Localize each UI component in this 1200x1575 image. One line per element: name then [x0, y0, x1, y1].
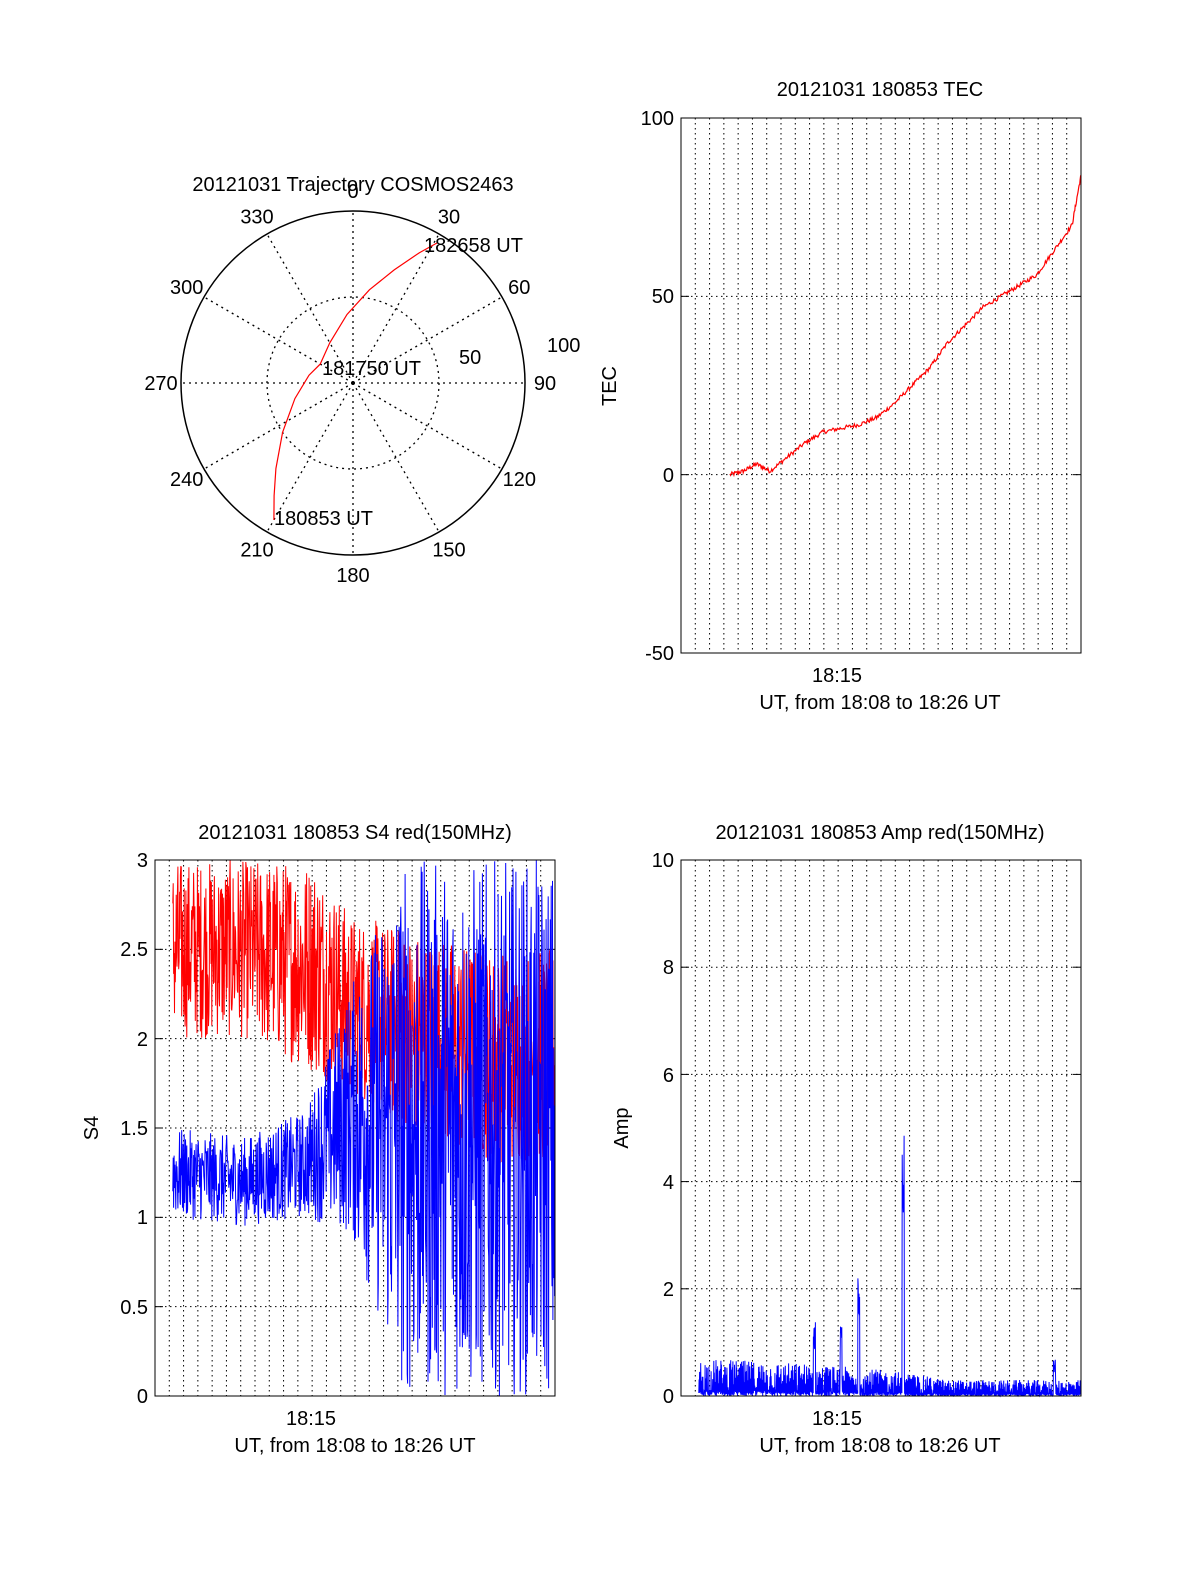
amp-xtick-1815: 18:15 — [812, 1408, 862, 1430]
trajectory-spoke-120 — [353, 383, 502, 469]
tec-ytick-50: 50 — [652, 286, 674, 308]
s4-xtick-1815: 18:15 — [286, 1408, 336, 1430]
amp-ytick-6: 6 — [663, 1065, 674, 1087]
trajectory-grid — [181, 211, 525, 555]
trajectory-azimuth-label-60: 60 — [508, 277, 530, 299]
trajectory-radial-label-100: 100 — [547, 335, 580, 357]
amp-panel: 20121031 180853 Amp red(150MHz) 10 8 6 4… — [611, 822, 1081, 1457]
tec-xtick-1815: 18:15 — [812, 665, 862, 687]
amp-ylabel: Amp — [611, 1107, 633, 1148]
s4-ytick-0-5: 0.5 — [120, 1297, 148, 1319]
amp-ytick-2: 2 — [663, 1279, 674, 1301]
s4-xlabel: UT, from 18:08 to 18:26 UT — [234, 1435, 475, 1457]
trajectory-end-label: 182658 UT — [424, 235, 523, 257]
amp-title: 20121031 180853 Amp red(150MHz) — [715, 822, 1044, 844]
s4-ytick-1-5: 1.5 — [120, 1118, 148, 1140]
trajectory-azimuth-label-300: 300 — [170, 277, 203, 299]
amp-ytick-8: 8 — [663, 957, 674, 979]
amp-ytick-4: 4 — [663, 1172, 674, 1194]
tec-series-line — [730, 175, 1081, 475]
s4-panel: 20121031 180853 S4 red(150MHz) 3 2.5 2 1… — [81, 822, 555, 1457]
tec-ytick-neg50: -50 — [645, 643, 674, 665]
tec-xlabel: UT, from 18:08 to 18:26 UT — [759, 692, 1000, 714]
amp-grid — [681, 860, 1081, 1396]
tec-ytick-100: 100 — [641, 108, 674, 130]
trajectory-azimuth-label-210: 210 — [240, 539, 273, 561]
tec-ylabel: TEC — [599, 366, 621, 406]
trajectory-panel: 20121031 Trajectory COSMOS2463 030609012… — [144, 174, 580, 587]
s4-ytick-0: 0 — [137, 1386, 148, 1408]
tec-panel: 20121031 180853 TEC 100 50 0 -50 18:15 U… — [599, 79, 1081, 714]
trajectory-radial-label-50: 50 — [459, 347, 481, 369]
amp-ytick-10: 10 — [652, 850, 674, 872]
s4-ytick-2: 2 — [137, 1029, 148, 1051]
tec-title: 20121031 180853 TEC — [777, 79, 983, 101]
amp-xlabel: UT, from 18:08 to 18:26 UT — [759, 1435, 1000, 1457]
tec-ytick-0: 0 — [663, 465, 674, 487]
trajectory-azimuth-label-120: 120 — [503, 469, 536, 491]
s4-ytick-3: 3 — [137, 850, 148, 872]
amp-ytick-0: 0 — [663, 1386, 674, 1408]
s4-title: 20121031 180853 S4 red(150MHz) — [198, 822, 512, 844]
trajectory-azimuth-label-270: 270 — [144, 373, 177, 395]
trajectory-mid-label: 181750 UT — [322, 358, 421, 380]
trajectory-azimuth-label-90: 90 — [534, 373, 556, 395]
trajectory-azimuth-label-330: 330 — [240, 207, 273, 229]
trajectory-azimuth-label-180: 180 — [336, 565, 369, 587]
s4-ylabel: S4 — [81, 1116, 103, 1140]
trajectory-azimuth-label-30: 30 — [438, 207, 460, 229]
trajectory-start-label: 180853 UT — [274, 508, 373, 530]
trajectory-azimuth-label-240: 240 — [170, 469, 203, 491]
trajectory-azimuth-label-0: 0 — [347, 181, 358, 203]
trajectory-azimuth-label-150: 150 — [432, 539, 465, 561]
figure-canvas: 20121031 Trajectory COSMOS2463 030609012… — [0, 0, 1200, 1575]
tec-grid — [681, 118, 1081, 653]
s4-ytick-1: 1 — [137, 1207, 148, 1229]
s4-ytick-2-5: 2.5 — [120, 939, 148, 961]
